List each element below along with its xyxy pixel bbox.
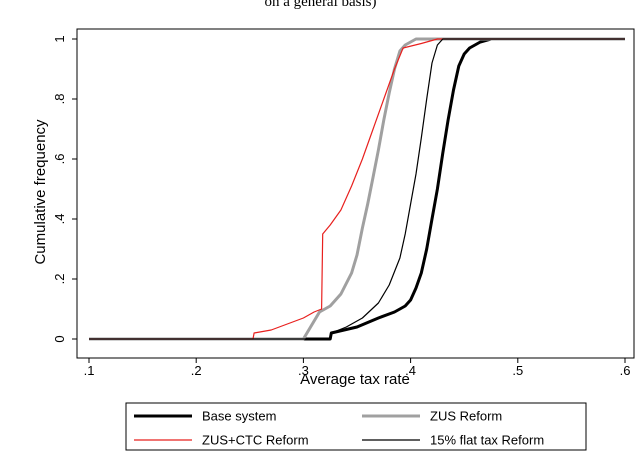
x-tick-label: .1 (84, 363, 95, 378)
series-line-15-flat-tax-reform (89, 38, 625, 340)
legend-label-base-system: Base system (202, 409, 276, 424)
series-line-base-system (89, 37, 625, 341)
y-tick-label: 1 (52, 35, 67, 42)
x-tick-label: .2 (191, 363, 202, 378)
page-title: on a general basis) (264, 0, 377, 10)
legend-box (125, 402, 587, 451)
legend-label-15-flat-tax-reform: 15% flat tax Reform (430, 433, 544, 448)
series-line-zus-reform (89, 37, 625, 341)
y-tick-label: .6 (52, 154, 67, 165)
series-layer (89, 37, 625, 341)
x-tick-label: .4 (405, 363, 416, 378)
x-tick-label: .3 (298, 363, 309, 378)
plot-frame (76, 28, 635, 359)
y-axis-title: Cumulative frequency (32, 119, 49, 265)
x-axis-title: Average tax rate (300, 371, 410, 388)
plot-area-border (76, 28, 635, 359)
y-axis: 0 .2 .4 .6 .8 1 (52, 35, 77, 343)
legend-label-zus-ctc-reform: ZUS+CTC Reform (202, 433, 309, 448)
y-tick-label: .8 (52, 94, 67, 105)
y-tick-label: .4 (52, 214, 67, 225)
legend: Base system ZUS Reform ZUS+CTC Reform 15% f… (125, 402, 587, 451)
y-tick-label: .2 (52, 274, 67, 285)
x-tick-label: .5 (512, 363, 523, 378)
y-tick-label: 0 (52, 335, 67, 342)
legend-label-zus-reform: ZUS Reform (430, 409, 502, 424)
x-axis: .1 .2 .3 .4 .5 .6 (84, 358, 631, 378)
x-tick-label: .6 (620, 363, 631, 378)
series-line-zus-ctc-reform (89, 38, 625, 340)
